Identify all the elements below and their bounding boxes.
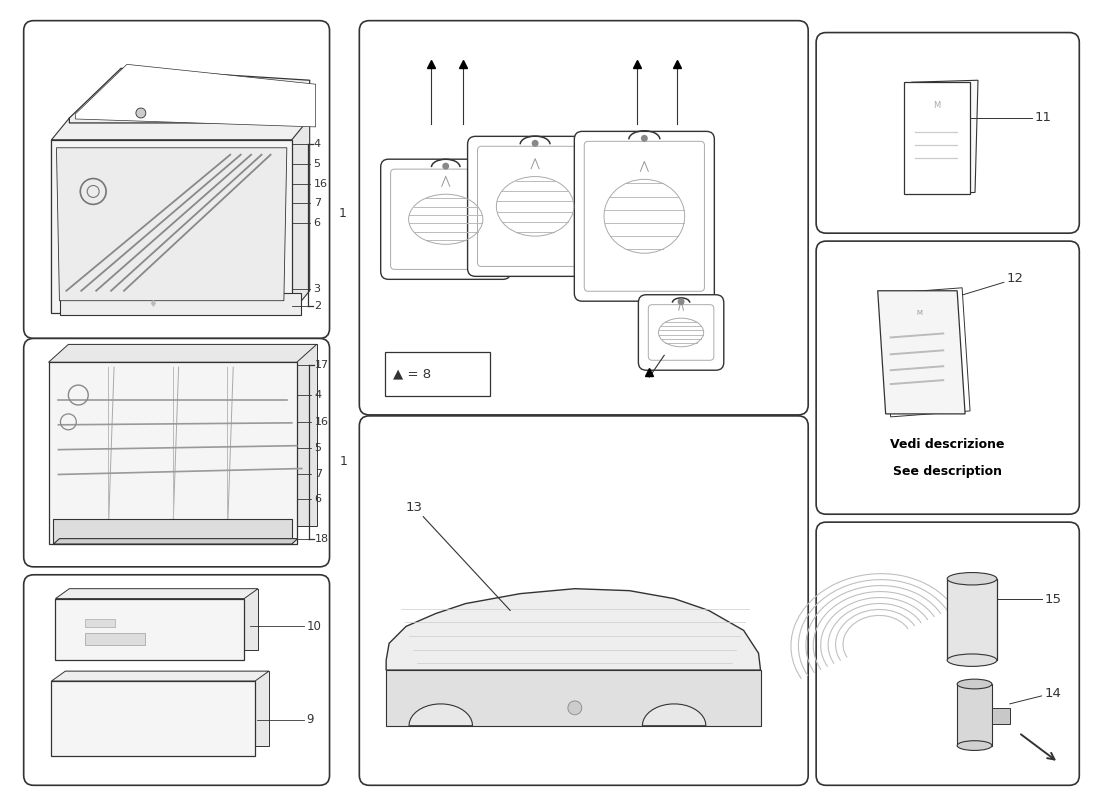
FancyBboxPatch shape (584, 142, 704, 291)
Text: Vedi descrizione: Vedi descrizione (890, 438, 1004, 451)
Polygon shape (48, 344, 317, 362)
Text: 17: 17 (315, 360, 329, 370)
Text: 12: 12 (964, 272, 1024, 294)
Polygon shape (52, 118, 310, 140)
Text: eurospares: eurospares (514, 584, 656, 633)
Polygon shape (69, 68, 310, 123)
Ellipse shape (947, 573, 997, 585)
Circle shape (678, 298, 684, 305)
Text: 2: 2 (314, 301, 321, 310)
Text: 5: 5 (315, 442, 321, 453)
Bar (86, 619, 116, 627)
Text: ♦: ♦ (148, 298, 157, 309)
Polygon shape (409, 704, 473, 726)
Polygon shape (878, 290, 965, 414)
Circle shape (136, 108, 146, 118)
Text: eurospares: eurospares (75, 666, 182, 710)
Ellipse shape (957, 679, 992, 689)
Text: eurospares: eurospares (107, 194, 249, 249)
Polygon shape (910, 80, 978, 194)
FancyBboxPatch shape (816, 33, 1079, 233)
FancyBboxPatch shape (468, 136, 603, 276)
Text: eurospares: eurospares (505, 223, 664, 279)
Text: 6: 6 (314, 218, 321, 228)
FancyBboxPatch shape (648, 305, 714, 360)
Text: 9: 9 (307, 714, 315, 726)
Polygon shape (54, 519, 292, 544)
Text: ▲ = 8: ▲ = 8 (393, 368, 431, 381)
FancyBboxPatch shape (381, 159, 510, 279)
FancyBboxPatch shape (574, 131, 714, 301)
Polygon shape (52, 681, 255, 755)
Polygon shape (52, 118, 310, 313)
Text: 3: 3 (314, 284, 321, 294)
FancyBboxPatch shape (816, 522, 1079, 786)
Text: 7: 7 (315, 470, 322, 479)
FancyBboxPatch shape (390, 169, 501, 270)
FancyBboxPatch shape (24, 338, 330, 567)
Polygon shape (60, 293, 300, 314)
Text: eurospares: eurospares (116, 444, 240, 494)
Text: 11: 11 (1035, 111, 1052, 125)
Bar (86, 634, 145, 646)
Text: 16: 16 (315, 417, 329, 427)
Text: 5: 5 (314, 158, 321, 169)
Text: See description: See description (893, 465, 1002, 478)
Circle shape (442, 162, 449, 170)
Polygon shape (52, 671, 270, 681)
Polygon shape (68, 344, 317, 526)
FancyBboxPatch shape (385, 352, 491, 396)
FancyBboxPatch shape (24, 574, 330, 786)
Text: 14: 14 (1045, 687, 1062, 701)
Text: 18: 18 (315, 534, 329, 544)
Polygon shape (386, 589, 760, 670)
Polygon shape (52, 140, 292, 313)
Ellipse shape (947, 654, 997, 666)
Polygon shape (69, 589, 258, 650)
FancyBboxPatch shape (816, 241, 1079, 514)
Polygon shape (992, 708, 1010, 724)
Polygon shape (882, 288, 970, 417)
Text: eurospares: eurospares (903, 652, 991, 684)
Text: 4: 4 (314, 138, 321, 149)
Polygon shape (55, 598, 244, 660)
Text: 4: 4 (315, 390, 322, 400)
Polygon shape (903, 82, 970, 194)
FancyBboxPatch shape (638, 294, 724, 370)
Text: 13: 13 (406, 501, 510, 610)
Text: M: M (933, 101, 939, 110)
Text: 6: 6 (315, 494, 321, 504)
Polygon shape (48, 362, 297, 544)
Polygon shape (56, 148, 287, 301)
Text: 16: 16 (314, 178, 328, 189)
Polygon shape (54, 538, 298, 544)
Circle shape (641, 135, 648, 142)
Text: 10: 10 (307, 620, 321, 633)
Circle shape (568, 701, 582, 714)
Polygon shape (55, 589, 258, 598)
Polygon shape (386, 670, 760, 726)
Text: 1: 1 (339, 207, 346, 220)
Text: 1: 1 (340, 454, 348, 467)
FancyBboxPatch shape (24, 21, 330, 338)
Text: 15: 15 (1045, 593, 1062, 606)
Polygon shape (642, 704, 706, 726)
Polygon shape (957, 684, 992, 746)
Polygon shape (65, 671, 270, 746)
FancyBboxPatch shape (360, 21, 808, 415)
Polygon shape (947, 578, 997, 660)
Text: 7: 7 (314, 198, 321, 208)
FancyBboxPatch shape (477, 146, 593, 266)
FancyBboxPatch shape (360, 416, 808, 786)
Circle shape (531, 140, 539, 146)
Text: M: M (916, 310, 923, 316)
Ellipse shape (957, 741, 992, 750)
Polygon shape (75, 64, 316, 127)
